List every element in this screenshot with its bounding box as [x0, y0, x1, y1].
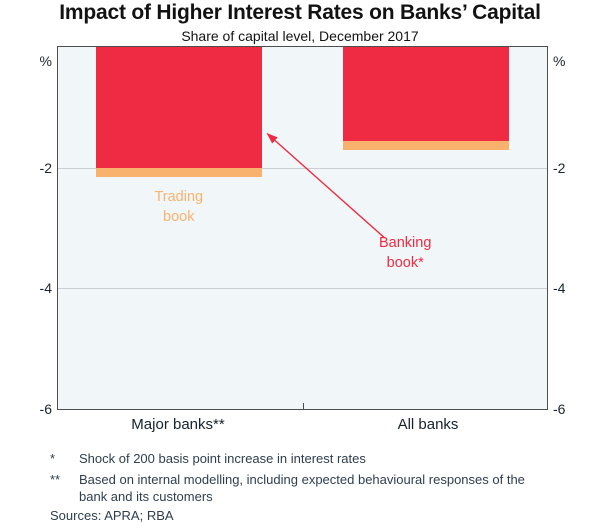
y-tick-label: -6	[553, 401, 566, 417]
footnotes-block: * Shock of 200 basis point increase in i…	[50, 451, 560, 510]
x-category-label-all-banks: All banks	[397, 416, 459, 433]
y-tick-label: -2	[39, 159, 52, 176]
trading-book-segment	[95, 167, 262, 177]
sources-line: Sources: APRA; RBA	[50, 508, 174, 523]
trading-book-label: Trading book	[154, 189, 204, 225]
bar-all-banks	[343, 47, 510, 409]
y-tick-label: -4	[553, 280, 566, 297]
bar-major-banks	[95, 47, 262, 409]
footnote-row: ** Based on internal modelling, includin…	[50, 472, 560, 506]
trading-book-segment	[343, 140, 510, 150]
axis-mid-tick	[302, 403, 304, 409]
banking-book-label: Banking book*	[378, 235, 432, 271]
chart-title: Impact of Higher Interest Rates on Banks…	[59, 1, 541, 24]
y-tick-label: -4	[39, 280, 52, 297]
footnote-row: * Shock of 200 basis point increase in i…	[50, 451, 560, 468]
y-tick-label: -6	[39, 401, 52, 417]
footnote-text: Based on internal modelling, including e…	[79, 471, 525, 504]
plot-area: % % -2 -4 -6 -2 -4 -6 Trading book Banki…	[40, 46, 565, 416]
percent-unit-label-left: %	[39, 53, 52, 69]
x-category-label-major-banks: Major banks**	[131, 416, 225, 433]
footnote-text: Shock of 200 basis point increase in int…	[79, 451, 366, 466]
banking-book-segment	[95, 47, 262, 168]
gridline	[58, 288, 547, 290]
y-tick-label: -2	[553, 159, 566, 176]
footnote-marker: **	[50, 471, 61, 487]
banking-book-segment	[343, 47, 510, 141]
chart-subtitle: Share of capital level, December 2017	[181, 28, 419, 44]
footnote-marker: *	[50, 451, 56, 466]
percent-unit-label-right: %	[553, 53, 566, 69]
